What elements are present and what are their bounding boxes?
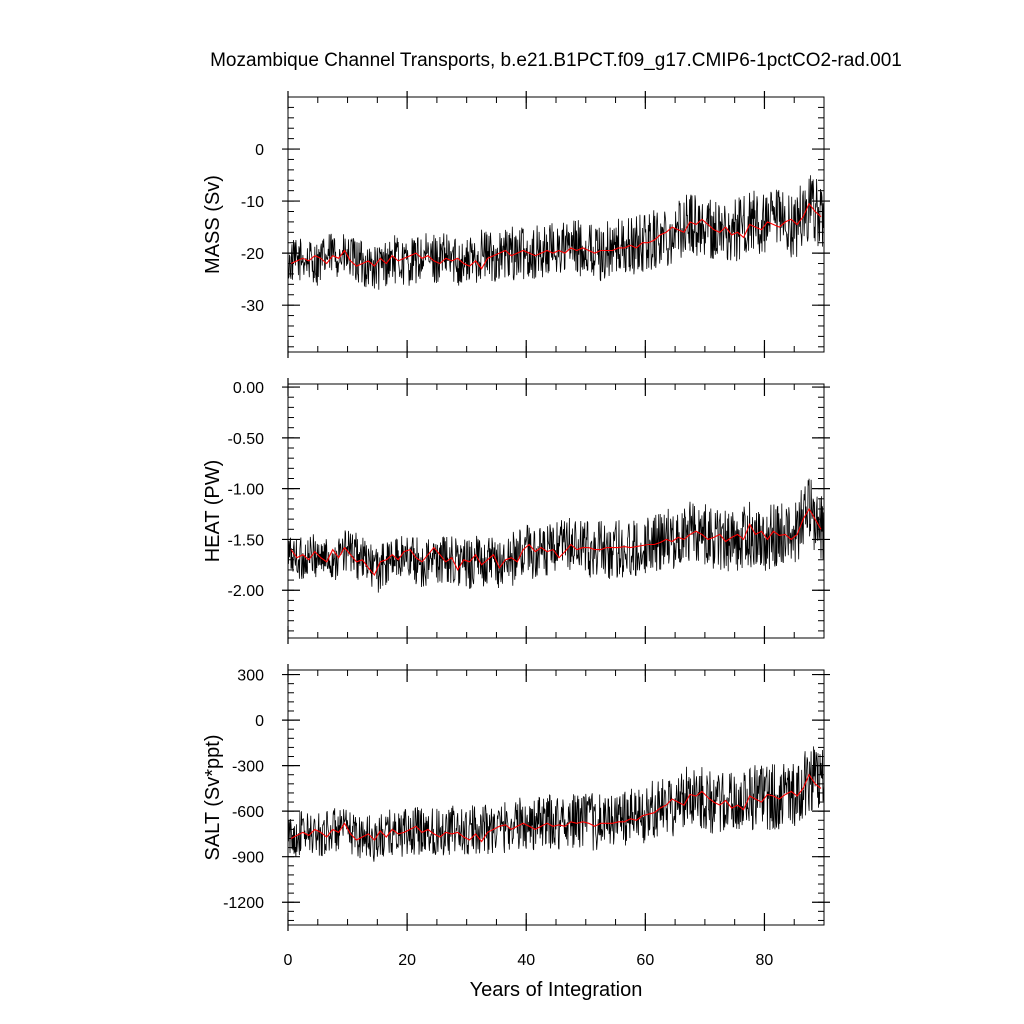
y-tick-label: 0 — [255, 142, 264, 159]
series-line-monthly — [288, 746, 824, 862]
y-tick-label: -2.00 — [228, 583, 265, 600]
y-tick-label: -10 — [241, 194, 264, 211]
y-tick-label: -600 — [232, 804, 264, 821]
y-tick-label: -1.50 — [228, 532, 265, 549]
y-tick-label: -30 — [241, 298, 264, 315]
y-tick-label: -900 — [232, 850, 264, 867]
y-tick-label: -1.00 — [228, 482, 265, 499]
y-tick-label: 0 — [255, 713, 264, 730]
y-axis-label: MASS (Sv) — [202, 175, 224, 274]
chart-title: Mozambique Channel Transports, b.e21.B1P… — [210, 50, 902, 71]
y-tick-label: 0.00 — [233, 380, 264, 397]
x-tick-label: 40 — [517, 952, 535, 969]
x-tick-label: 80 — [756, 952, 774, 969]
series-line-monthly — [288, 175, 824, 290]
panel-heat: 0.00 -0.50 -1.00 -1.50 -2.00 HEAT (PW) — [202, 378, 830, 644]
y-tick-label: -300 — [232, 759, 264, 776]
y-tick-label: 300 — [237, 668, 264, 685]
y-tick-label: -0.50 — [228, 431, 265, 448]
plot-frame-mass — [287, 96, 825, 353]
y-axis-label: SALT (Sv*ppt) — [202, 735, 224, 861]
panel-mass: 0 -10 -20 -30 MASS (Sv) — [202, 91, 830, 358]
x-tick-label: 20 — [398, 952, 416, 969]
x-tick-label: 0 — [284, 952, 293, 969]
series-line-monthly — [288, 478, 824, 593]
y-tick-label: -1200 — [223, 895, 264, 912]
panel-salt: 300 0 -300 -600 -900 -1200 SALT (Sv*ppt) 0 20 40 6… — [202, 664, 830, 969]
series-line-annual — [290, 202, 822, 270]
series-line-annual — [290, 507, 822, 577]
x-axis-label: Years of Integration — [470, 979, 643, 1001]
y-tick-label: -20 — [241, 246, 264, 263]
y-axis-label: HEAT (PW) — [202, 460, 224, 563]
series-line-annual — [290, 773, 822, 843]
x-tick-label: 60 — [636, 952, 654, 969]
